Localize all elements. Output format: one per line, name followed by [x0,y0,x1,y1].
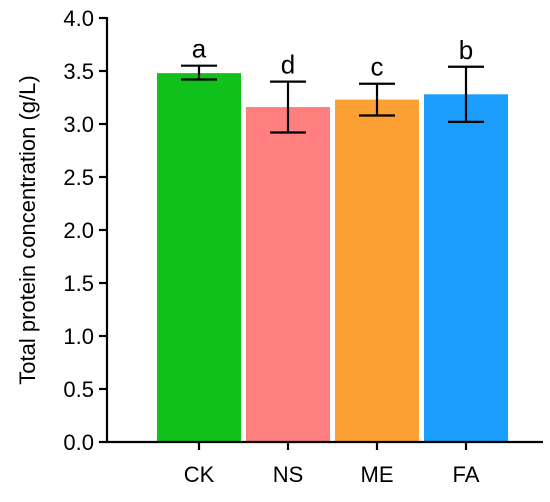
bar-ns [246,107,330,442]
significance-label: a [192,34,207,64]
x-tick-label: CK [184,462,215,487]
bars: ad cb [157,34,508,443]
x-tick-label: ME [361,462,394,487]
y-tick-label: 3.0 [63,112,94,137]
significance-label: c [371,52,384,82]
significance-label: b [459,35,473,65]
y-tick-label: 3.5 [63,59,94,84]
y-tick-label: 2.5 [63,165,94,190]
significance-label: d [281,50,295,80]
bar-ck [157,73,241,443]
y-axis: 0.0 0.5 1.0 1.5 2.0 2.5 3.0 3.5 4.0 [63,6,109,455]
y-tick-label: 1.5 [63,271,94,296]
y-tick-label: 0.0 [63,430,94,455]
x-tick-label: FA [453,462,480,487]
y-tick-label: 2.0 [63,218,94,243]
y-tick-label: 1.0 [63,324,94,349]
bar-fa [424,94,508,442]
y-tick-label: 4.0 [63,6,94,31]
y-tick-label: 0.5 [63,377,94,402]
bar-me [335,99,419,443]
y-axis-title: Total protein concentration (g/L) [15,75,40,384]
x-axis: CK NS ME FA [106,440,543,487]
x-tick-label: NS [273,462,304,487]
